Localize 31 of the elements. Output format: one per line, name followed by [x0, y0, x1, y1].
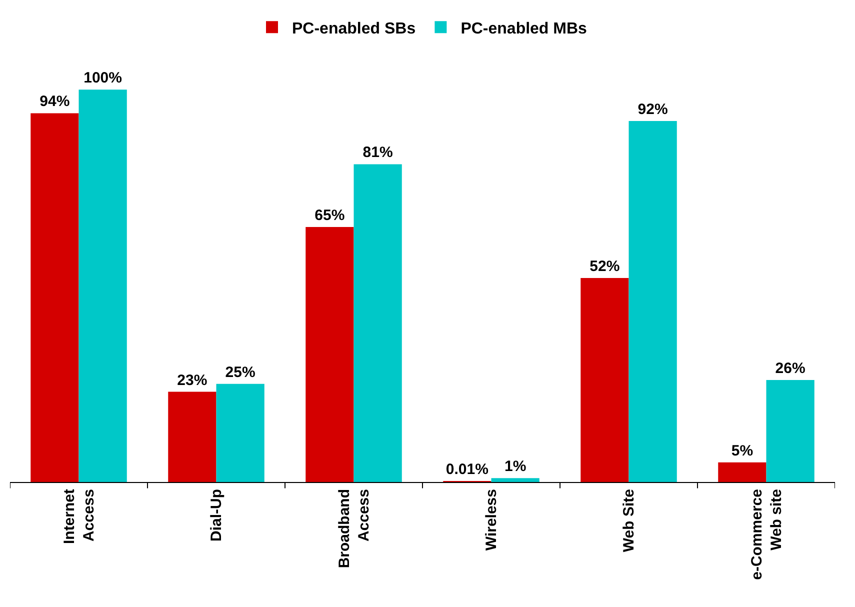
bar — [766, 380, 814, 482]
data-label: 100% — [84, 70, 122, 87]
bar — [78, 90, 127, 482]
data-label: 94% — [40, 93, 70, 110]
data-label: 92% — [638, 101, 668, 118]
bar — [718, 462, 766, 482]
bar — [354, 164, 402, 482]
legend-label: PC-enabled MBs — [460, 20, 588, 38]
bar — [168, 392, 216, 482]
data-label: 65% — [314, 206, 345, 224]
bar — [306, 226, 354, 482]
data-label: 1% — [504, 458, 526, 476]
x-tick-label: Broadband Access — [336, 489, 372, 568]
data-label: 5% — [731, 442, 754, 460]
x-tick-label: Web Site — [620, 489, 638, 552]
bar — [628, 121, 677, 482]
x-tick-label: Dial-Up — [208, 489, 226, 542]
x-tick-label: e-Commerce Web site — [748, 489, 785, 580]
legend-label: PC-enabled SBs — [292, 20, 416, 38]
data-label: 25% — [225, 364, 256, 381]
x-tick-label: Internet Access — [60, 489, 98, 544]
data-label: 0.01% — [446, 461, 488, 478]
bar — [580, 278, 629, 482]
data-label: 81% — [362, 144, 393, 162]
data-label: 23% — [177, 372, 208, 389]
x-tick-label: Wireless — [483, 489, 500, 551]
bar — [491, 478, 540, 482]
data-label: 52% — [590, 258, 620, 275]
bar — [30, 113, 79, 482]
data-label: 26% — [775, 360, 806, 377]
bar — [216, 384, 264, 482]
